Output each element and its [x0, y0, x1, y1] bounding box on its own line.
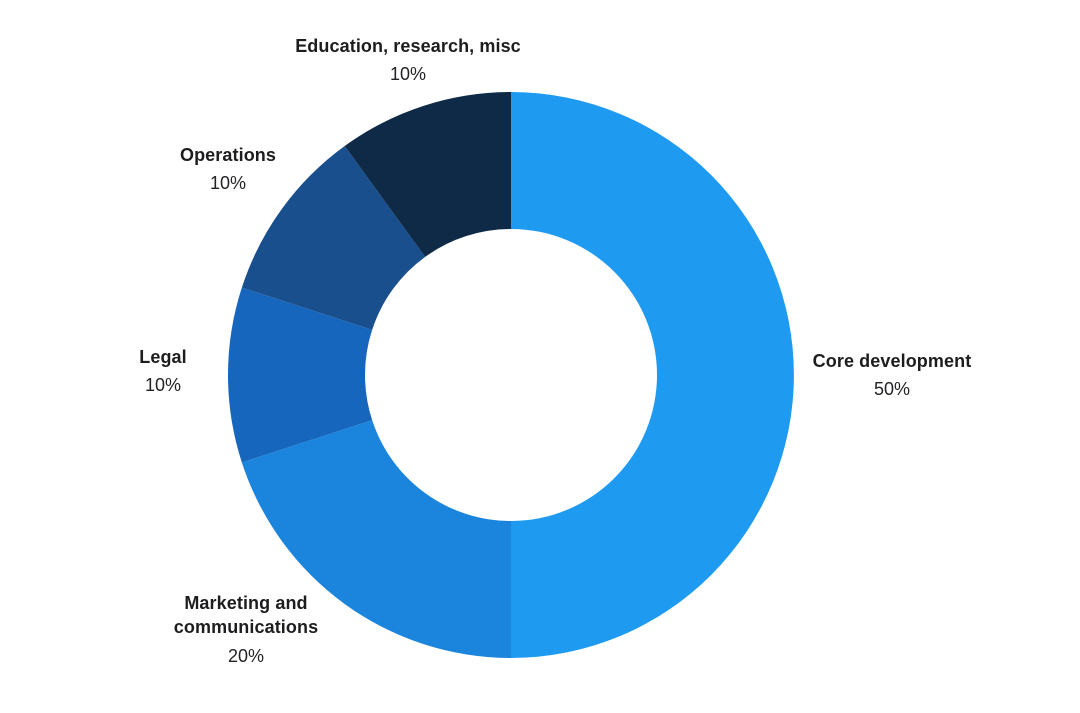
slice-label-education-name: Education, research, misc	[295, 36, 521, 56]
slice-label-legal-percent: 10%	[144, 375, 182, 396]
donut-slice-1	[241, 420, 511, 658]
donut-slice-2	[228, 287, 373, 463]
slice-label-operations-percent: 10%	[209, 173, 247, 194]
slice-label-marketing: Marketing and communications 20%	[161, 591, 331, 668]
slice-label-marketing-name: Marketing and communications	[173, 593, 319, 638]
donut-slice-4	[344, 92, 511, 257]
slice-label-marketing-percent: 20%	[227, 645, 265, 666]
donut-slice-0	[511, 92, 794, 658]
slice-label-core-development: Core development 50%	[762, 349, 1022, 402]
donut-slice-3	[241, 146, 426, 330]
slice-label-core-development-percent: 50%	[873, 379, 911, 400]
slice-label-education: Education, research, misc 10%	[248, 34, 568, 87]
slice-label-education-percent: 10%	[389, 64, 427, 85]
slice-label-legal: Legal 10%	[93, 345, 233, 398]
slice-label-legal-name: Legal	[139, 347, 187, 367]
slice-label-operations: Operations 10%	[128, 143, 328, 196]
slice-label-operations-name: Operations	[179, 145, 277, 165]
slice-label-core-development-name: Core development	[812, 351, 972, 371]
